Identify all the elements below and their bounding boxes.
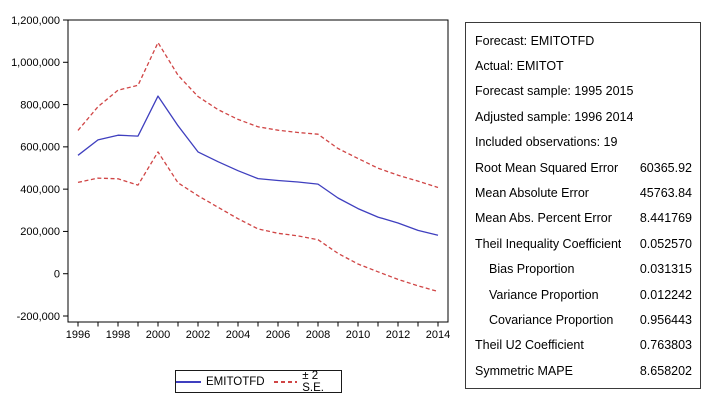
stat-label: Adjusted sample: 1996 2014 bbox=[475, 109, 634, 124]
legend-item-emitotfd: EMITOTFD bbox=[176, 376, 265, 388]
y-tick-label: 200,000 bbox=[20, 226, 60, 238]
x-tick-label: 2008 bbox=[306, 329, 330, 341]
red-dashed-line-swatch bbox=[273, 380, 298, 383]
y-tick-label: 400,000 bbox=[20, 184, 60, 196]
stat-label: Actual: EMITOT bbox=[475, 59, 564, 74]
legend-label-emitotfd: EMITOTFD bbox=[206, 375, 265, 388]
stats-row-bias-proportion: Bias Proportion 0.031315 bbox=[475, 257, 692, 282]
stat-label: Theil U2 Coefficient bbox=[475, 338, 584, 353]
blue-solid-line-swatch bbox=[176, 380, 201, 383]
stats-row-forecast-sample: Forecast sample: 1995 2015 bbox=[475, 79, 692, 104]
stats-row-included-observations: Included observations: 19 bbox=[475, 130, 692, 155]
stats-row-variance-proportion: Variance Proportion 0.012242 bbox=[475, 282, 692, 307]
y-tick-label: 0 bbox=[54, 269, 60, 281]
legend-label-2se: ± 2 S.E. bbox=[302, 369, 324, 394]
stat-label: Forecast sample: 1995 2015 bbox=[475, 84, 634, 99]
stat-value: 0.956443 bbox=[639, 312, 692, 327]
forecast-stats-panel: Forecast: EMITOTFD Actual: EMITOT Foreca… bbox=[465, 22, 701, 389]
stats-row-rmse: Root Mean Squared Error 60365.92 bbox=[475, 155, 692, 180]
series-line-plus-2-se bbox=[77, 41, 439, 189]
stats-row-theil-coefficient: Theil Inequality Coefficient 0.052570 bbox=[475, 231, 692, 256]
x-tick-label: 2004 bbox=[226, 329, 250, 341]
x-tick-label: 2014 bbox=[426, 329, 450, 341]
stats-row-adjusted-sample: Adjusted sample: 1996 2014 bbox=[475, 104, 692, 129]
y-tick-label: 1,200,000 bbox=[11, 15, 60, 27]
x-tick-label: 1996 bbox=[66, 329, 90, 341]
stat-value: 45763.84 bbox=[639, 186, 692, 201]
y-tick-label: 1,000,000 bbox=[11, 57, 60, 69]
x-tick-label: 2012 bbox=[386, 329, 410, 341]
stats-row-actual: Actual: EMITOT bbox=[475, 53, 692, 78]
stat-label: Covariance Proportion bbox=[489, 312, 614, 327]
x-tick-label: 1998 bbox=[106, 329, 130, 341]
forecast-chart-panel: 1,200,000 1,000,000 800,000 600,000 400,000 2… bbox=[11, 15, 450, 394]
y-tick-label: -200,000 bbox=[17, 311, 60, 323]
stat-label: Mean Absolute Error bbox=[475, 186, 589, 201]
stat-label: Theil Inequality Coefficient bbox=[475, 236, 622, 251]
stat-value: 0.763803 bbox=[639, 338, 692, 353]
stats-row-theil-u2: Theil U2 Coefficient 0.763803 bbox=[475, 333, 692, 358]
stat-value: 60365.92 bbox=[639, 160, 692, 175]
stat-value: 0.031315 bbox=[639, 262, 692, 277]
x-tick-label: 2002 bbox=[186, 329, 210, 341]
x-tick-label: 2010 bbox=[346, 329, 370, 341]
stat-value: 0.012242 bbox=[639, 287, 692, 302]
series-line-EMITOTFD bbox=[77, 95, 439, 236]
forecast-chart: 1,200,000 1,000,000 800,000 600,000 400,000 2… bbox=[11, 15, 450, 341]
stats-row-covariance-proportion: Covariance Proportion 0.956443 bbox=[475, 307, 692, 332]
chart-legend: EMITOTFD ± 2 S.E. bbox=[175, 369, 342, 394]
stat-label: Mean Abs. Percent Error bbox=[475, 211, 612, 226]
stat-label: Symmetric MAPE bbox=[475, 363, 573, 378]
x-axis: 1996 1998 2000 2002 2004 2006 2008 2010 2012 2014 bbox=[66, 322, 450, 341]
stats-row-forecast: Forecast: EMITOTFD bbox=[475, 28, 692, 53]
stats-row-mae: Mean Absolute Error 45763.84 bbox=[475, 180, 692, 205]
stat-value: 8.658202 bbox=[639, 363, 692, 378]
stat-label: Forecast: EMITOTFD bbox=[475, 33, 595, 48]
x-tick-label: 2006 bbox=[266, 329, 290, 341]
y-tick-label: 800,000 bbox=[20, 99, 60, 111]
stat-label: Included observations: 19 bbox=[475, 135, 618, 150]
stats-row-mape: Mean Abs. Percent Error 8.441769 bbox=[475, 206, 692, 231]
stat-value: 8.441769 bbox=[639, 211, 692, 226]
stat-value: 0.052570 bbox=[639, 236, 692, 251]
legend-item-2se: ± 2 S.E. bbox=[273, 369, 341, 394]
stat-label: Variance Proportion bbox=[489, 287, 599, 302]
y-tick-label: 600,000 bbox=[20, 142, 60, 154]
stat-label: Root Mean Squared Error bbox=[475, 160, 619, 175]
x-tick-label: 2000 bbox=[146, 329, 170, 341]
stat-label: Bias Proportion bbox=[489, 262, 575, 277]
stats-row-symmetric-mape: Symmetric MAPE 8.658202 bbox=[475, 358, 692, 383]
series-line-minus-2-se bbox=[77, 151, 439, 293]
y-axis: 1,200,000 1,000,000 800,000 600,000 400,000 2… bbox=[11, 15, 68, 323]
